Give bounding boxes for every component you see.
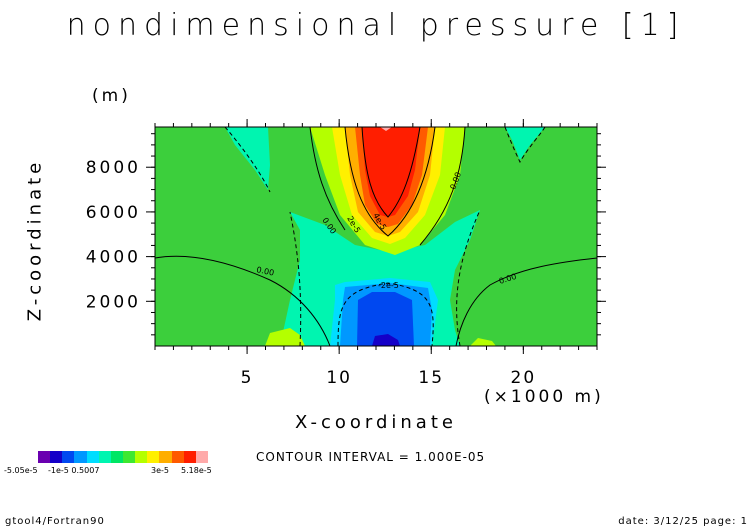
y-tick-label: 2000 [86,292,141,312]
colorbar-swatch [147,451,160,463]
colorbar-max-label: 5.18e-5 [181,466,212,475]
colorbar-swatch [98,451,111,463]
colorbar-min-label: -5.05e-5 [4,466,38,475]
y-axis-label: Z-coordinate [24,158,46,322]
contour-line-neg-upper-right [504,127,546,164]
colorbar-swatch [195,451,208,463]
contour-line-zero-right [455,257,597,346]
dark-blue-region [372,334,400,346]
footer-date: date: 3/12/25 page: 1 [618,516,748,527]
footer-program: gtool4/Fortran90 [5,516,105,527]
contour-line-4e-5 [361,127,421,218]
colorbar-swatch [183,451,196,463]
colorbar-swatch [110,451,123,463]
contour-line-zero-upper-left [309,127,346,231]
x-tick-label: 5 [241,368,254,388]
yellow-green-patch-right [470,338,496,346]
yellow-green-patch-left [265,328,305,346]
contour-line-zero-upper-right [419,127,466,246]
colorbar-swatch [86,451,99,463]
teal-patch-upper-right [505,127,545,160]
colorbar [38,451,208,463]
pink-cap [380,127,392,131]
contour-line-zero-left [155,255,331,346]
contour-line-2e-5 [344,127,436,237]
colorbar-swatch [135,451,148,463]
colorbar-swatch [171,451,184,463]
contour-label: -2e-5 [378,281,399,290]
colorbar-swatch [159,451,172,463]
colorbar-swatch [38,451,51,463]
x-tick-label: 15 [418,368,444,388]
y-tick-label: 4000 [86,248,141,268]
contour-line-neg-upper-left [224,127,271,193]
colorbar-swatch [122,451,136,463]
y-tick-label: 8000 [86,158,141,178]
contour-interval-note: CONTOUR INTERVAL = 1.000E-05 [256,450,486,464]
x-tick-label: 20 [511,368,537,388]
contour-label: 0.00 [256,265,275,278]
axis-tick-labels: 5 10 15 20 2000 4000 6000 8000 [86,158,537,388]
colorbar-swatch [62,451,75,463]
contour-line-neg-1e-5 [289,209,481,346]
colorbar-mid-label: 3e-5 [151,466,169,475]
deep-red-plume [362,127,420,217]
contour-field [155,127,597,346]
blue-region [357,292,414,346]
x-axis-label: X-coordinate [295,412,457,433]
y-axis-unit: (m) [92,86,131,106]
chart-title: nondimensional pressure [1] [66,8,686,43]
teal-patch-upper-left [225,127,270,190]
y-tick-label: 6000 [86,203,141,223]
contour-line-neg-2e-5 [337,282,434,346]
colorbar-overlap-label: -1e-5 0.5007 [48,466,100,475]
colorbar-swatch [74,451,87,463]
x-tick-label: 10 [326,368,352,388]
x-axis-unit: (×1000 m) [484,387,604,407]
colorbar-swatch [50,451,63,463]
axis-ticks [146,119,606,354]
